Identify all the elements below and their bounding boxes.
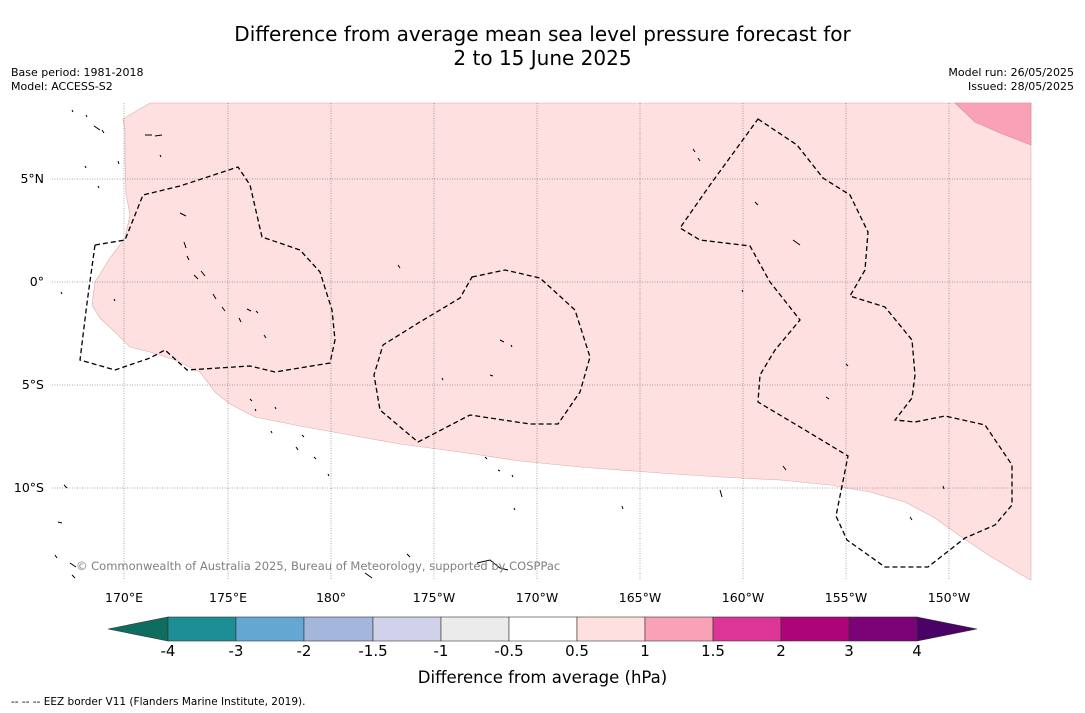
lat-label-10s: 10°S	[13, 480, 44, 495]
colorbar-bin-9	[712, 616, 782, 642]
lat-label-5s: 5°S	[21, 377, 44, 392]
meta-right: Model run: 26/05/2025 Issued: 28/05/2025	[948, 66, 1074, 94]
model-run: Model run: 26/05/2025	[948, 66, 1074, 79]
colorbar-bin-10	[780, 616, 850, 642]
colorbar-title: Difference from average (hPa)	[417, 668, 668, 687]
eez-border-kiribati-gilbert	[79, 166, 336, 373]
lon-label-175e: 175°E	[208, 590, 248, 605]
issued-date: Issued: 28/05/2025	[967, 80, 1074, 93]
islands	[54, 109, 945, 579]
colorbar-tick-2: -3	[228, 642, 244, 660]
colorbar-bin-4	[372, 616, 442, 642]
colorbar-tick-11: 3	[844, 642, 854, 660]
lon-label-170w: 170°W	[515, 590, 559, 605]
colorbar-tick-12: 4	[912, 642, 922, 660]
colorbar-bin-11	[848, 616, 918, 642]
colorbar-bin-5	[440, 616, 510, 642]
colorbar-tick-1: -4	[160, 642, 176, 660]
lon-label-150w: 150°W	[927, 590, 971, 605]
lon-label-165w: 165°W	[618, 590, 662, 605]
model-name: Model: ACCESS-S2	[11, 80, 113, 93]
eez-borders	[79, 118, 1013, 568]
colorbar-bin-2	[235, 616, 305, 642]
eez-legend-footnote: -- -- -- EEZ border V11 (Flanders Marine…	[11, 696, 306, 708]
title-line-2: 2 to 15 June 2025	[453, 46, 632, 70]
colorbar-bin-6	[508, 616, 578, 642]
lon-label-180: 180°	[315, 590, 347, 605]
colorbar-tick-9: 1.5	[701, 642, 725, 660]
anomaly-region-pink	[954, 102, 1032, 146]
colorbar-extend-high	[916, 616, 978, 642]
colorbar-tick-4: -1.5	[358, 642, 388, 660]
gridlines	[52, 103, 1031, 580]
colorbar-tick-8: 1	[640, 642, 650, 660]
colorbar-extend-low	[107, 616, 169, 642]
colorbar-tick-7: 0.5	[565, 642, 589, 660]
eez-border-kiribati-phoenix	[373, 269, 591, 443]
colorbar-bin-3	[303, 616, 374, 642]
copyright-notice: © Commonwealth of Australia 2025, Bureau…	[76, 559, 561, 573]
base-period: Base period: 1981-2018	[11, 66, 144, 79]
colorbar-tick-5: -1	[433, 642, 449, 660]
lon-label-155w: 155°W	[824, 590, 868, 605]
colorbar-bin-7	[576, 616, 646, 642]
meta-left: Base period: 1981-2018 Model: ACCESS-S2	[11, 66, 143, 94]
colorbar-tick-6: -0.5	[494, 642, 524, 660]
lat-label-0: 0°	[29, 274, 44, 289]
map-title: Difference from average mean sea level p…	[0, 22, 1085, 70]
colorbar-tick-3: -2	[296, 642, 312, 660]
title-line-1: Difference from average mean sea level p…	[234, 22, 851, 46]
anomaly-region-light-pink	[91, 102, 1032, 581]
lon-label-160w: 160°W	[721, 590, 765, 605]
eez-border-kiribati-line	[679, 118, 1013, 568]
colorbar-bin-1	[167, 616, 237, 642]
lat-label-5n: 5°N	[20, 171, 44, 186]
colorbar-bin-8	[644, 616, 714, 642]
colorbar-tick-10: 2	[776, 642, 786, 660]
lon-label-170e: 170°E	[104, 590, 144, 605]
lon-label-175w: 175°W	[412, 590, 456, 605]
